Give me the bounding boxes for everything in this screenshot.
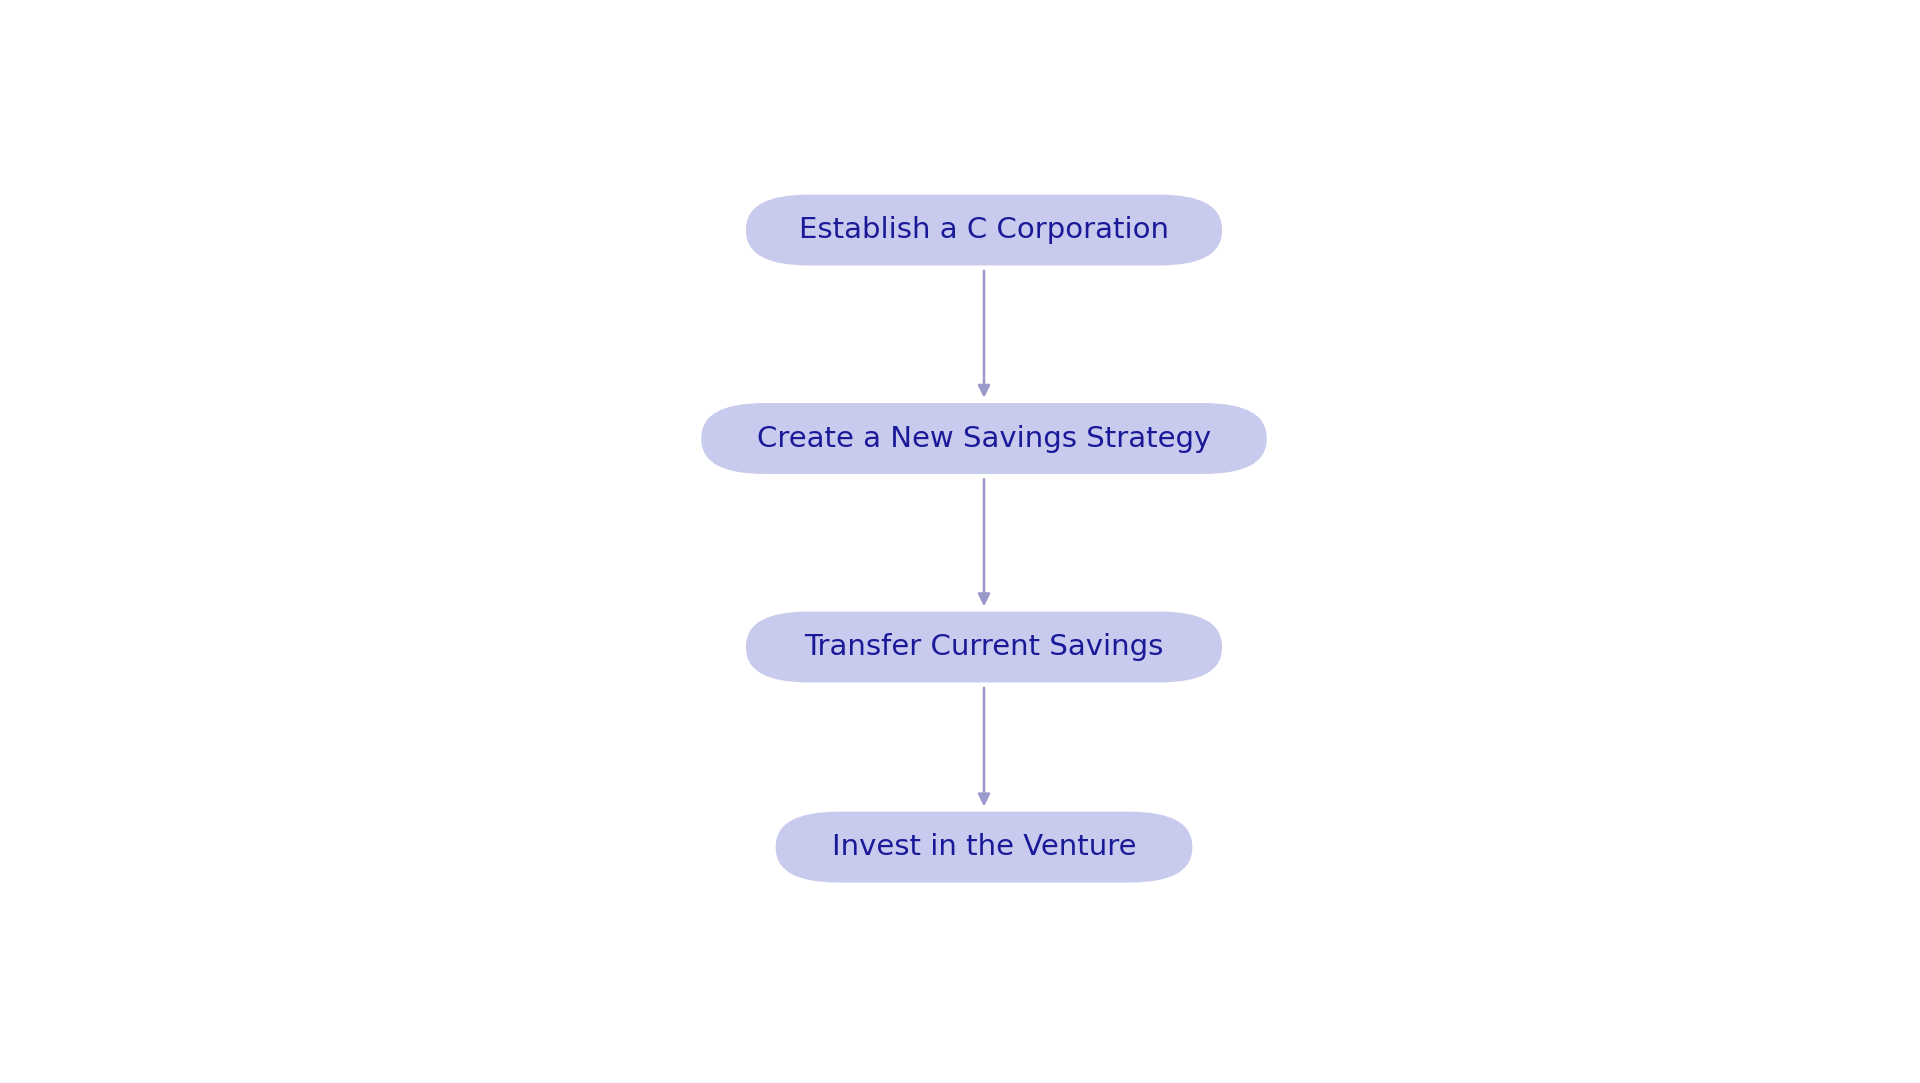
Text: Transfer Current Savings: Transfer Current Savings bbox=[804, 632, 1164, 661]
FancyBboxPatch shape bbox=[745, 195, 1221, 265]
Text: Invest in the Venture: Invest in the Venture bbox=[831, 833, 1137, 861]
FancyBboxPatch shape bbox=[776, 811, 1192, 883]
FancyBboxPatch shape bbox=[701, 403, 1267, 474]
FancyBboxPatch shape bbox=[745, 612, 1221, 682]
Text: Create a New Savings Strategy: Create a New Savings Strategy bbox=[756, 425, 1212, 453]
Text: Establish a C Corporation: Establish a C Corporation bbox=[799, 216, 1169, 244]
